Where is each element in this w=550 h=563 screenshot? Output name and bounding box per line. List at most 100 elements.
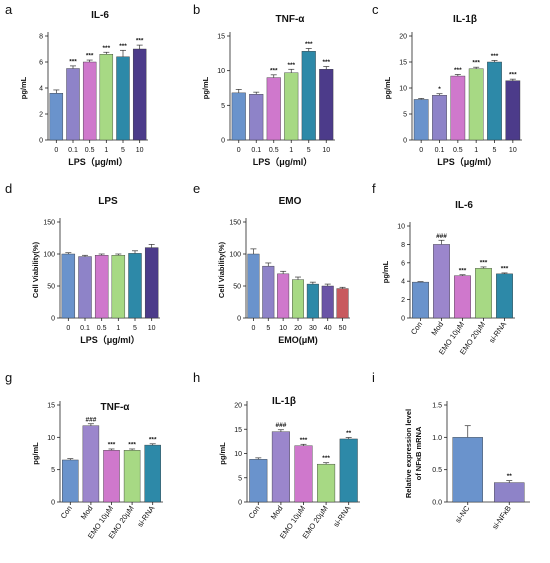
y-tick-label: 8 xyxy=(401,242,405,249)
bar xyxy=(412,281,429,319)
x-tick-label: si-NFκB xyxy=(490,504,513,531)
x-tick-label: 5 xyxy=(133,325,137,332)
bar xyxy=(111,255,126,319)
x-tick-label: 5 xyxy=(121,147,125,154)
bar xyxy=(262,265,275,319)
bar xyxy=(61,253,76,319)
x-tick-label: 0 xyxy=(251,325,255,332)
bar xyxy=(339,438,358,503)
significance-mark: *** xyxy=(86,53,94,60)
bar xyxy=(78,256,92,319)
bar xyxy=(128,253,142,319)
x-axis-label: LPS（μg/ml） xyxy=(253,157,313,167)
bar xyxy=(116,56,130,141)
x-tick-label: Con xyxy=(247,504,262,520)
significance-mark: *** xyxy=(501,265,509,272)
chart-title: TNF-α xyxy=(101,402,131,413)
x-tick-label: 0.1 xyxy=(80,325,90,332)
bar xyxy=(475,268,492,319)
y-tick-label: 1.5 xyxy=(432,403,442,410)
x-tick-label: Mod xyxy=(79,504,95,521)
panel-label: b xyxy=(193,2,200,17)
y-tick-label: 20 xyxy=(399,34,407,41)
y-tick-label: 15 xyxy=(217,34,225,41)
bar xyxy=(62,459,79,503)
significance-mark: *** xyxy=(480,259,488,266)
significance-mark: *** xyxy=(69,58,77,65)
bar xyxy=(82,61,97,141)
bar xyxy=(132,48,147,141)
y-tick-label: 0 xyxy=(238,500,242,507)
bar xyxy=(317,463,336,503)
bar xyxy=(266,77,281,141)
panel-label: d xyxy=(5,181,12,196)
bar xyxy=(271,431,290,503)
bar xyxy=(468,68,484,141)
bar xyxy=(319,69,334,141)
bar xyxy=(432,95,447,141)
significance-mark: ### xyxy=(85,416,96,423)
x-tick-label: si-RNA xyxy=(331,504,352,529)
panel-label: i xyxy=(372,370,375,385)
significance-mark: ** xyxy=(507,473,513,480)
bar xyxy=(249,459,268,503)
x-tick-label: 1 xyxy=(104,147,108,154)
x-tick-label: 50 xyxy=(339,325,347,332)
panel-label: e xyxy=(193,181,200,196)
x-tick-label: si-RNA xyxy=(487,320,508,345)
y-tick-label: 0 xyxy=(237,316,241,323)
y-tick-label: 6 xyxy=(401,260,405,267)
y-tick-label: 15 xyxy=(234,427,242,434)
x-tick-label: 0.5 xyxy=(85,147,95,154)
bar xyxy=(452,437,483,503)
significance-mark: * xyxy=(438,86,441,93)
y-tick-label: 10 xyxy=(47,435,55,442)
chart-panel-d: d LPS 0 50 100 150 Cell Viability(%) 0 0.1 0.5 1 5 1… xyxy=(5,181,160,345)
y-tick-label: 5 xyxy=(238,475,242,482)
x-axis-label: LPS（μg/ml） xyxy=(68,157,128,167)
x-tick-label: Mod xyxy=(429,320,445,337)
y-tick-label: 100 xyxy=(229,252,241,259)
y-axis-label: pg/mL xyxy=(383,76,392,99)
chart-panel-i: i 0.0 0.5 1.0 1.5 Relative expression levelof… xyxy=(372,370,530,531)
y-tick-label: 1.0 xyxy=(432,435,442,442)
x-tick-label: 1 xyxy=(116,325,120,332)
x-tick-label: 30 xyxy=(309,325,317,332)
y-tick-label: 10 xyxy=(399,86,407,93)
chart-title: IL-6 xyxy=(91,10,109,21)
x-tick-label: 1 xyxy=(474,147,478,154)
y-tick-label: 15 xyxy=(47,403,55,410)
chart-title: IL-1β xyxy=(453,14,477,25)
panel-label: c xyxy=(372,2,379,17)
bar xyxy=(284,72,299,141)
bar xyxy=(49,92,64,141)
y-tick-label: 20 xyxy=(234,403,242,410)
bar xyxy=(144,247,159,319)
x-tick-label: 0 xyxy=(237,147,241,154)
bar xyxy=(413,99,429,141)
significance-mark: *** xyxy=(270,67,278,74)
chart-title: IL-6 xyxy=(455,200,473,211)
y-tick-label: 0 xyxy=(403,138,407,145)
y-tick-label: 50 xyxy=(233,284,241,291)
y-tick-label: 2 xyxy=(39,112,43,119)
bar xyxy=(306,283,319,319)
y-tick-label: 0 xyxy=(221,138,225,145)
significance-mark: *** xyxy=(287,62,295,69)
panel-label: g xyxy=(5,370,12,385)
bar xyxy=(336,288,349,319)
x-axis-label: LPS（μg/ml） xyxy=(437,157,497,167)
x-tick-label: 0.5 xyxy=(453,147,463,154)
y-axis-label: pg/mL xyxy=(218,442,227,465)
y-tick-label: 0 xyxy=(51,316,55,323)
chart-panel-b: b TNF-α 0 5 10 15 pg/mL 0 0.1 *** 0.5 *** 1 *** 5 *** 10… xyxy=(193,2,335,167)
significance-mark: *** xyxy=(103,45,111,52)
x-tick-label: 10 xyxy=(509,147,517,154)
y-tick-label: 10 xyxy=(234,451,242,458)
panel-label: f xyxy=(372,181,376,196)
significance-mark: *** xyxy=(136,38,144,45)
bar xyxy=(487,61,502,141)
y-tick-label: 5 xyxy=(403,112,407,119)
